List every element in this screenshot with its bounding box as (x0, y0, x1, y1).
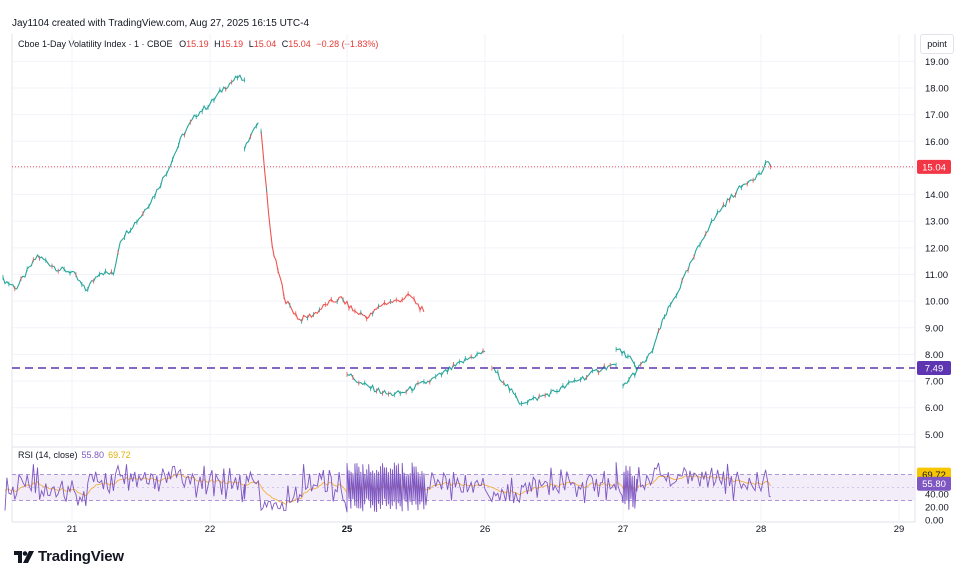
price-scale-unit-button[interactable]: point (920, 34, 954, 54)
rsi-line (4, 462, 771, 513)
price-series-segment (346, 350, 486, 397)
price-series-segment (622, 160, 772, 387)
tradingview-logo: TradingView (14, 548, 124, 565)
symbol-name: Cboe 1-Day Volatility Index · 1 · CBOE (18, 39, 173, 49)
y-tick-label: 14.00 (925, 190, 949, 201)
y-tick-label: 9.00 (925, 323, 944, 334)
logo-text: TradingView (38, 548, 124, 565)
x-tick-label: 25 (342, 524, 353, 535)
rsi-ma-tag-text: 69.72 (922, 470, 946, 481)
price-series-segment (491, 363, 617, 405)
high-label: H (214, 39, 221, 49)
low-value: 15.04 (253, 39, 277, 49)
rsi-value: 55.80 (81, 450, 105, 460)
price-series-segment (260, 131, 425, 323)
y-tick-label: 12.00 (925, 243, 949, 254)
last-price-tag-text: 15.04 (922, 162, 946, 173)
rsi-value-tag-text: 55.80 (922, 479, 946, 490)
high-value: 15.19 (220, 39, 244, 49)
x-tick-label: 26 (480, 524, 491, 535)
y-tick-label: 17.00 (925, 110, 949, 121)
y-tick-label: 19.00 (925, 57, 949, 68)
rsi-label: RSI (14, close) (18, 450, 78, 460)
last-price-tag (917, 159, 951, 174)
y-tick-label: 18.00 (925, 83, 949, 94)
rsi-ma-value: 69.72 (108, 450, 131, 460)
x-tick-label: 29 (894, 524, 905, 535)
rsi-y-tick-label: 0.00 (925, 516, 944, 527)
x-tick-label: 21 (67, 524, 78, 535)
low-label: L (248, 39, 254, 49)
y-tick-label: 7.00 (925, 377, 944, 388)
y-tick-label: 8.00 (925, 350, 944, 361)
horizontal-level-tag-text: 7.49 (925, 363, 944, 374)
rsi-value-tag (917, 476, 951, 491)
y-tick-label: 13.00 (925, 217, 949, 228)
open-value: 15.19 (186, 39, 209, 49)
rsi-y-tick-label: 20.00 (925, 503, 949, 514)
rsi-legend: RSI (14, close) 55.80 69.72 (18, 450, 131, 460)
x-tick-label: 22 (205, 524, 216, 535)
y-tick-label: 16.00 (925, 137, 949, 148)
x-tick-label: 28 (756, 524, 767, 535)
y-tick-label: 6.00 (925, 403, 944, 414)
chart-caption: Jay1104 created with TradingView.com, Au… (12, 18, 310, 29)
x-tick-label: 27 (618, 524, 629, 535)
rsi-y-tick-label: 40.00 (925, 490, 949, 501)
price-series-segment (616, 348, 638, 371)
close-value: 15.04 (288, 39, 311, 49)
open-label: O (179, 39, 187, 49)
y-tick-label: 5.00 (925, 430, 944, 441)
tradingview-logo-icon (14, 550, 34, 563)
horizontal-level-tag (917, 360, 951, 375)
y-tick-label: 10.00 (925, 297, 949, 308)
close-label: C (281, 39, 289, 49)
y-tick-label: 11.00 (925, 270, 948, 281)
